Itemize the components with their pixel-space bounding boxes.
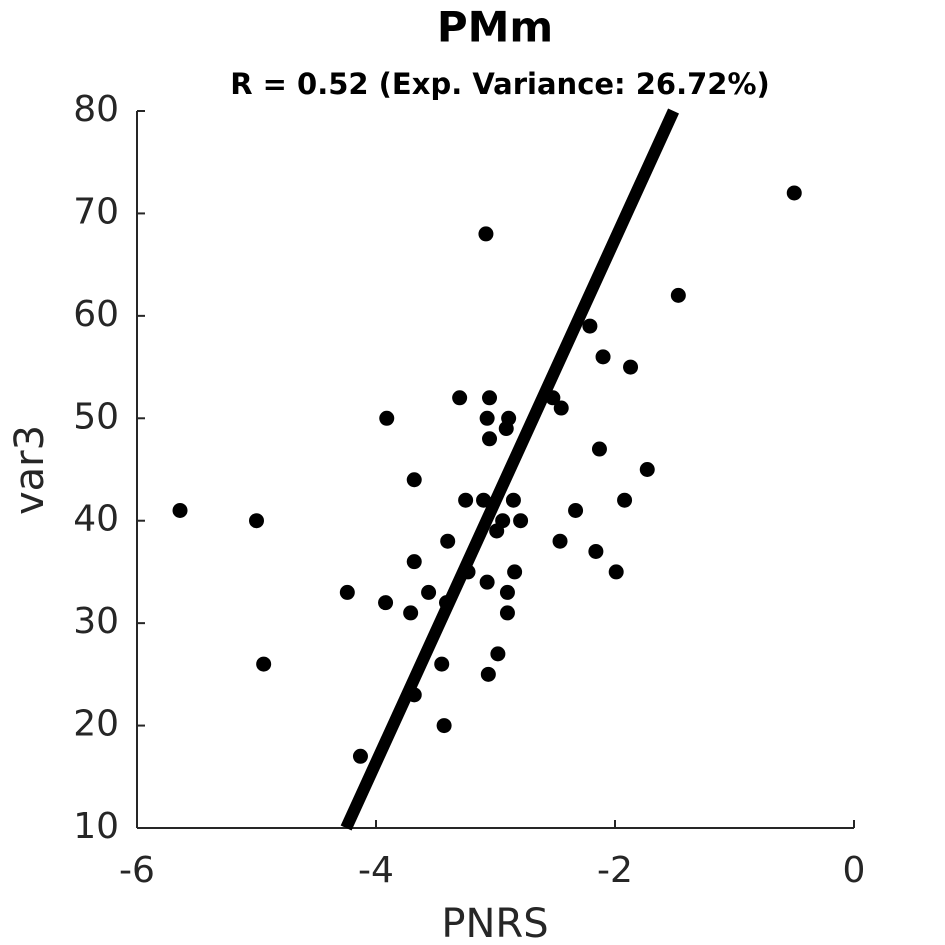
scatter-point <box>553 400 569 416</box>
scatter-point <box>482 390 498 406</box>
x-tick-label: -4 <box>358 850 394 891</box>
y-tick-label: 50 <box>73 396 119 437</box>
scatter-point <box>588 543 604 559</box>
scatter-point <box>478 226 494 242</box>
y-tick-label: 10 <box>73 806 119 847</box>
x-tick-label: -6 <box>119 850 155 891</box>
scatter-point <box>352 748 368 764</box>
scatter-point <box>482 431 498 447</box>
scatter-point <box>440 533 456 549</box>
scatter-point <box>505 492 521 508</box>
scatter-point <box>639 462 655 477</box>
scatter-point <box>499 605 515 621</box>
scatter-point <box>476 492 492 508</box>
scatter-point <box>582 318 598 334</box>
chart-subtitle: R = 0.52 (Exp. Variance: 26.72%) <box>230 67 770 101</box>
y-axis-label: var3 <box>7 425 53 515</box>
y-tick-label: 40 <box>73 499 119 540</box>
scatter-point <box>403 605 419 621</box>
scatter-point <box>591 441 607 457</box>
scatter-point <box>436 718 452 734</box>
y-tick-label: 30 <box>73 601 119 642</box>
scatter-point <box>480 666 496 682</box>
scatter-point <box>460 564 476 580</box>
x-axis-label: PNRS <box>441 901 548 945</box>
x-tick-label: -2 <box>597 850 633 891</box>
scatter-point <box>490 646 506 662</box>
scatter-point <box>434 656 450 672</box>
fit-line <box>340 108 680 831</box>
scatter-point <box>379 410 395 426</box>
scatter-point <box>256 656 272 672</box>
scatter-point <box>495 513 511 529</box>
scatter-point <box>439 595 455 611</box>
scatter-point <box>458 492 474 508</box>
scatter-point <box>545 390 561 406</box>
scatter-point <box>479 574 495 590</box>
scatter-point <box>623 359 639 375</box>
scatter-point <box>172 502 188 518</box>
scatter-point <box>378 595 394 611</box>
scatter-point <box>568 502 584 518</box>
scatter-point <box>499 584 515 600</box>
scatter-point <box>513 513 529 529</box>
chart-title: PMm <box>437 3 553 52</box>
scatter-point <box>339 584 355 600</box>
scatter-point <box>786 185 802 201</box>
y-tick-label: 80 <box>73 89 119 130</box>
scatter-point <box>479 410 495 426</box>
scatter-point <box>552 533 568 549</box>
scatter-point <box>501 410 517 426</box>
scatter-point <box>406 554 422 570</box>
scatter-point <box>452 390 468 406</box>
y-tick-label: 70 <box>73 191 119 232</box>
scatter-point <box>406 472 422 488</box>
y-tick-label: 60 <box>73 294 119 335</box>
scatter-point <box>249 513 264 529</box>
scatter-point <box>608 564 624 580</box>
scatter-point <box>617 492 633 508</box>
scatter-point <box>421 584 437 600</box>
scatter-point <box>507 564 523 580</box>
y-tick-label: 20 <box>73 704 119 745</box>
scatter-point <box>670 287 686 303</box>
scatter-point <box>406 687 422 703</box>
x-tick-label: 0 <box>843 850 866 891</box>
scatter-point <box>595 349 611 365</box>
